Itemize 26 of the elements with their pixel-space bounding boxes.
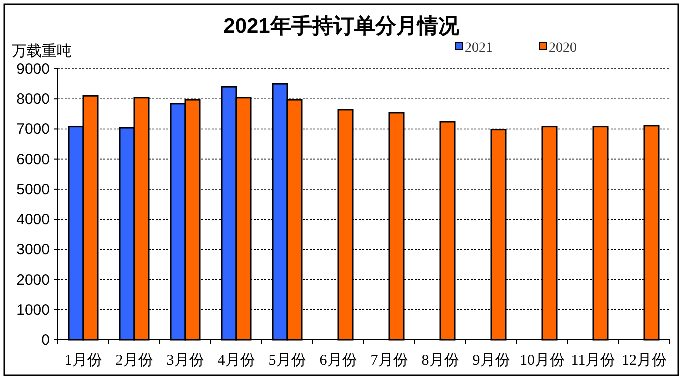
x-tick-label: 8月份 [422, 353, 460, 369]
x-tick-label: 10月份 [520, 353, 565, 369]
x-tick-label: 6月份 [320, 353, 358, 369]
y-tick-label: 9000 [16, 61, 50, 78]
y-tick-label: 4000 [16, 212, 50, 229]
x-tick-label: 11月份 [571, 353, 616, 369]
x-tick-label: 5月份 [268, 353, 306, 369]
y-tick-label: 8000 [16, 91, 50, 108]
x-tick-label: 1月份 [64, 353, 102, 369]
x-tick-label: 7月份 [370, 353, 408, 369]
legend-label: 2021 [465, 41, 493, 56]
y-tick-label: 2000 [16, 272, 50, 289]
x-tick-label: 3月份 [166, 353, 204, 369]
y-tick-label: 6000 [16, 151, 50, 168]
x-tick-label: 4月份 [218, 353, 256, 369]
y-tick-label: 5000 [16, 181, 50, 198]
x-tick-label: 12月份 [622, 353, 667, 369]
y-tick-label: 7000 [16, 121, 50, 138]
y-axis-title: 万载重吨 [12, 43, 72, 60]
y-tick-label: 1000 [16, 302, 50, 319]
y-tick-label: 0 [42, 332, 50, 349]
chart-title: 2021年手持订单分月情况 [224, 15, 460, 38]
legend-label: 2020 [549, 41, 577, 56]
x-tick-label: 9月份 [472, 353, 510, 369]
x-tick-label: 2月份 [116, 353, 154, 369]
y-tick-label: 3000 [16, 242, 50, 259]
